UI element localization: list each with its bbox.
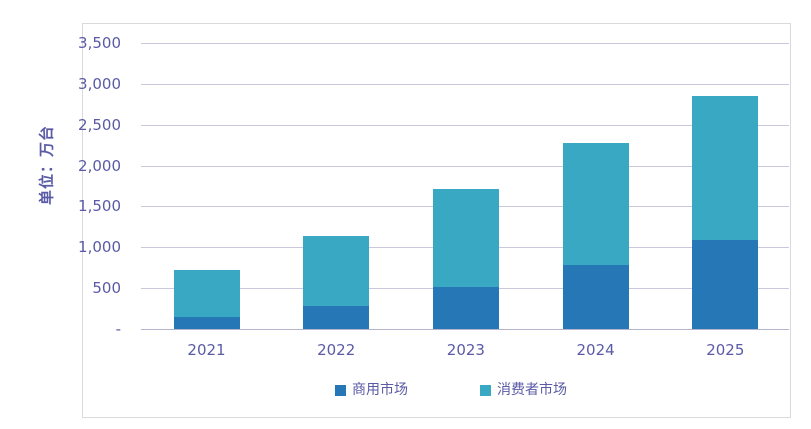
y-tick-label: - <box>115 320 121 338</box>
bar-segment-commercial-2022 <box>303 306 370 329</box>
x-tick-label-2023: 2023 <box>446 341 485 359</box>
x-tick-label-2024: 2024 <box>576 341 615 359</box>
gridline <box>141 84 789 85</box>
bar-segment-commercial-2025 <box>692 239 759 329</box>
gridline <box>141 125 789 126</box>
y-tick-label: 2,500 <box>78 116 121 134</box>
gridline <box>141 43 789 44</box>
legend-item-consumer: 消费者市场 <box>480 382 567 398</box>
legend-label-consumer: 消费者市场 <box>497 382 567 398</box>
bar-segment-consumer-2022 <box>303 235 370 307</box>
bar-segment-commercial-2023 <box>432 286 499 329</box>
y-tick-label: 1,500 <box>78 197 121 215</box>
legend-swatch-commercial <box>335 384 346 396</box>
plot-area: 3,500 3,000 2,500 2,000 1,500 1,000 500 - 2021 20… <box>78 35 789 359</box>
bar-segment-consumer-2021 <box>173 270 240 317</box>
gridline <box>141 166 789 167</box>
y-axis-title: 单位：万台 <box>37 124 56 206</box>
bar-segment-consumer-2023 <box>432 189 499 287</box>
bar-group-2025 <box>692 96 759 329</box>
bar-segment-commercial-2021 <box>173 316 240 329</box>
chart-card: 3,500 3,000 2,500 2,000 1,500 1,000 500 - 2021 20… <box>78 23 791 418</box>
legend-swatch-consumer <box>480 384 491 396</box>
bar-group-2021 <box>173 270 240 329</box>
gridline <box>141 329 789 330</box>
y-tick-label: 3,500 <box>78 34 121 52</box>
y-tick-label: 1,000 <box>78 238 121 256</box>
bar-group-2022 <box>303 235 370 329</box>
x-tick-label-2025: 2025 <box>706 341 745 359</box>
x-tick-label-2021: 2021 <box>187 341 226 359</box>
legend-label-commercial: 商用市场 <box>352 382 408 398</box>
bar-group-2024 <box>562 142 629 329</box>
y-tick-label: 3,000 <box>78 75 121 93</box>
bar-segment-commercial-2024 <box>562 265 629 329</box>
y-tick-label: 2,000 <box>78 157 121 175</box>
x-tick-label-2022: 2022 <box>317 341 356 359</box>
bar-group-2023 <box>432 189 499 329</box>
legend-item-commercial: 商用市场 <box>335 382 408 398</box>
bar-segment-consumer-2024 <box>562 142 629 266</box>
bar-segment-consumer-2025 <box>692 96 759 240</box>
y-tick-label: 500 <box>92 279 121 297</box>
